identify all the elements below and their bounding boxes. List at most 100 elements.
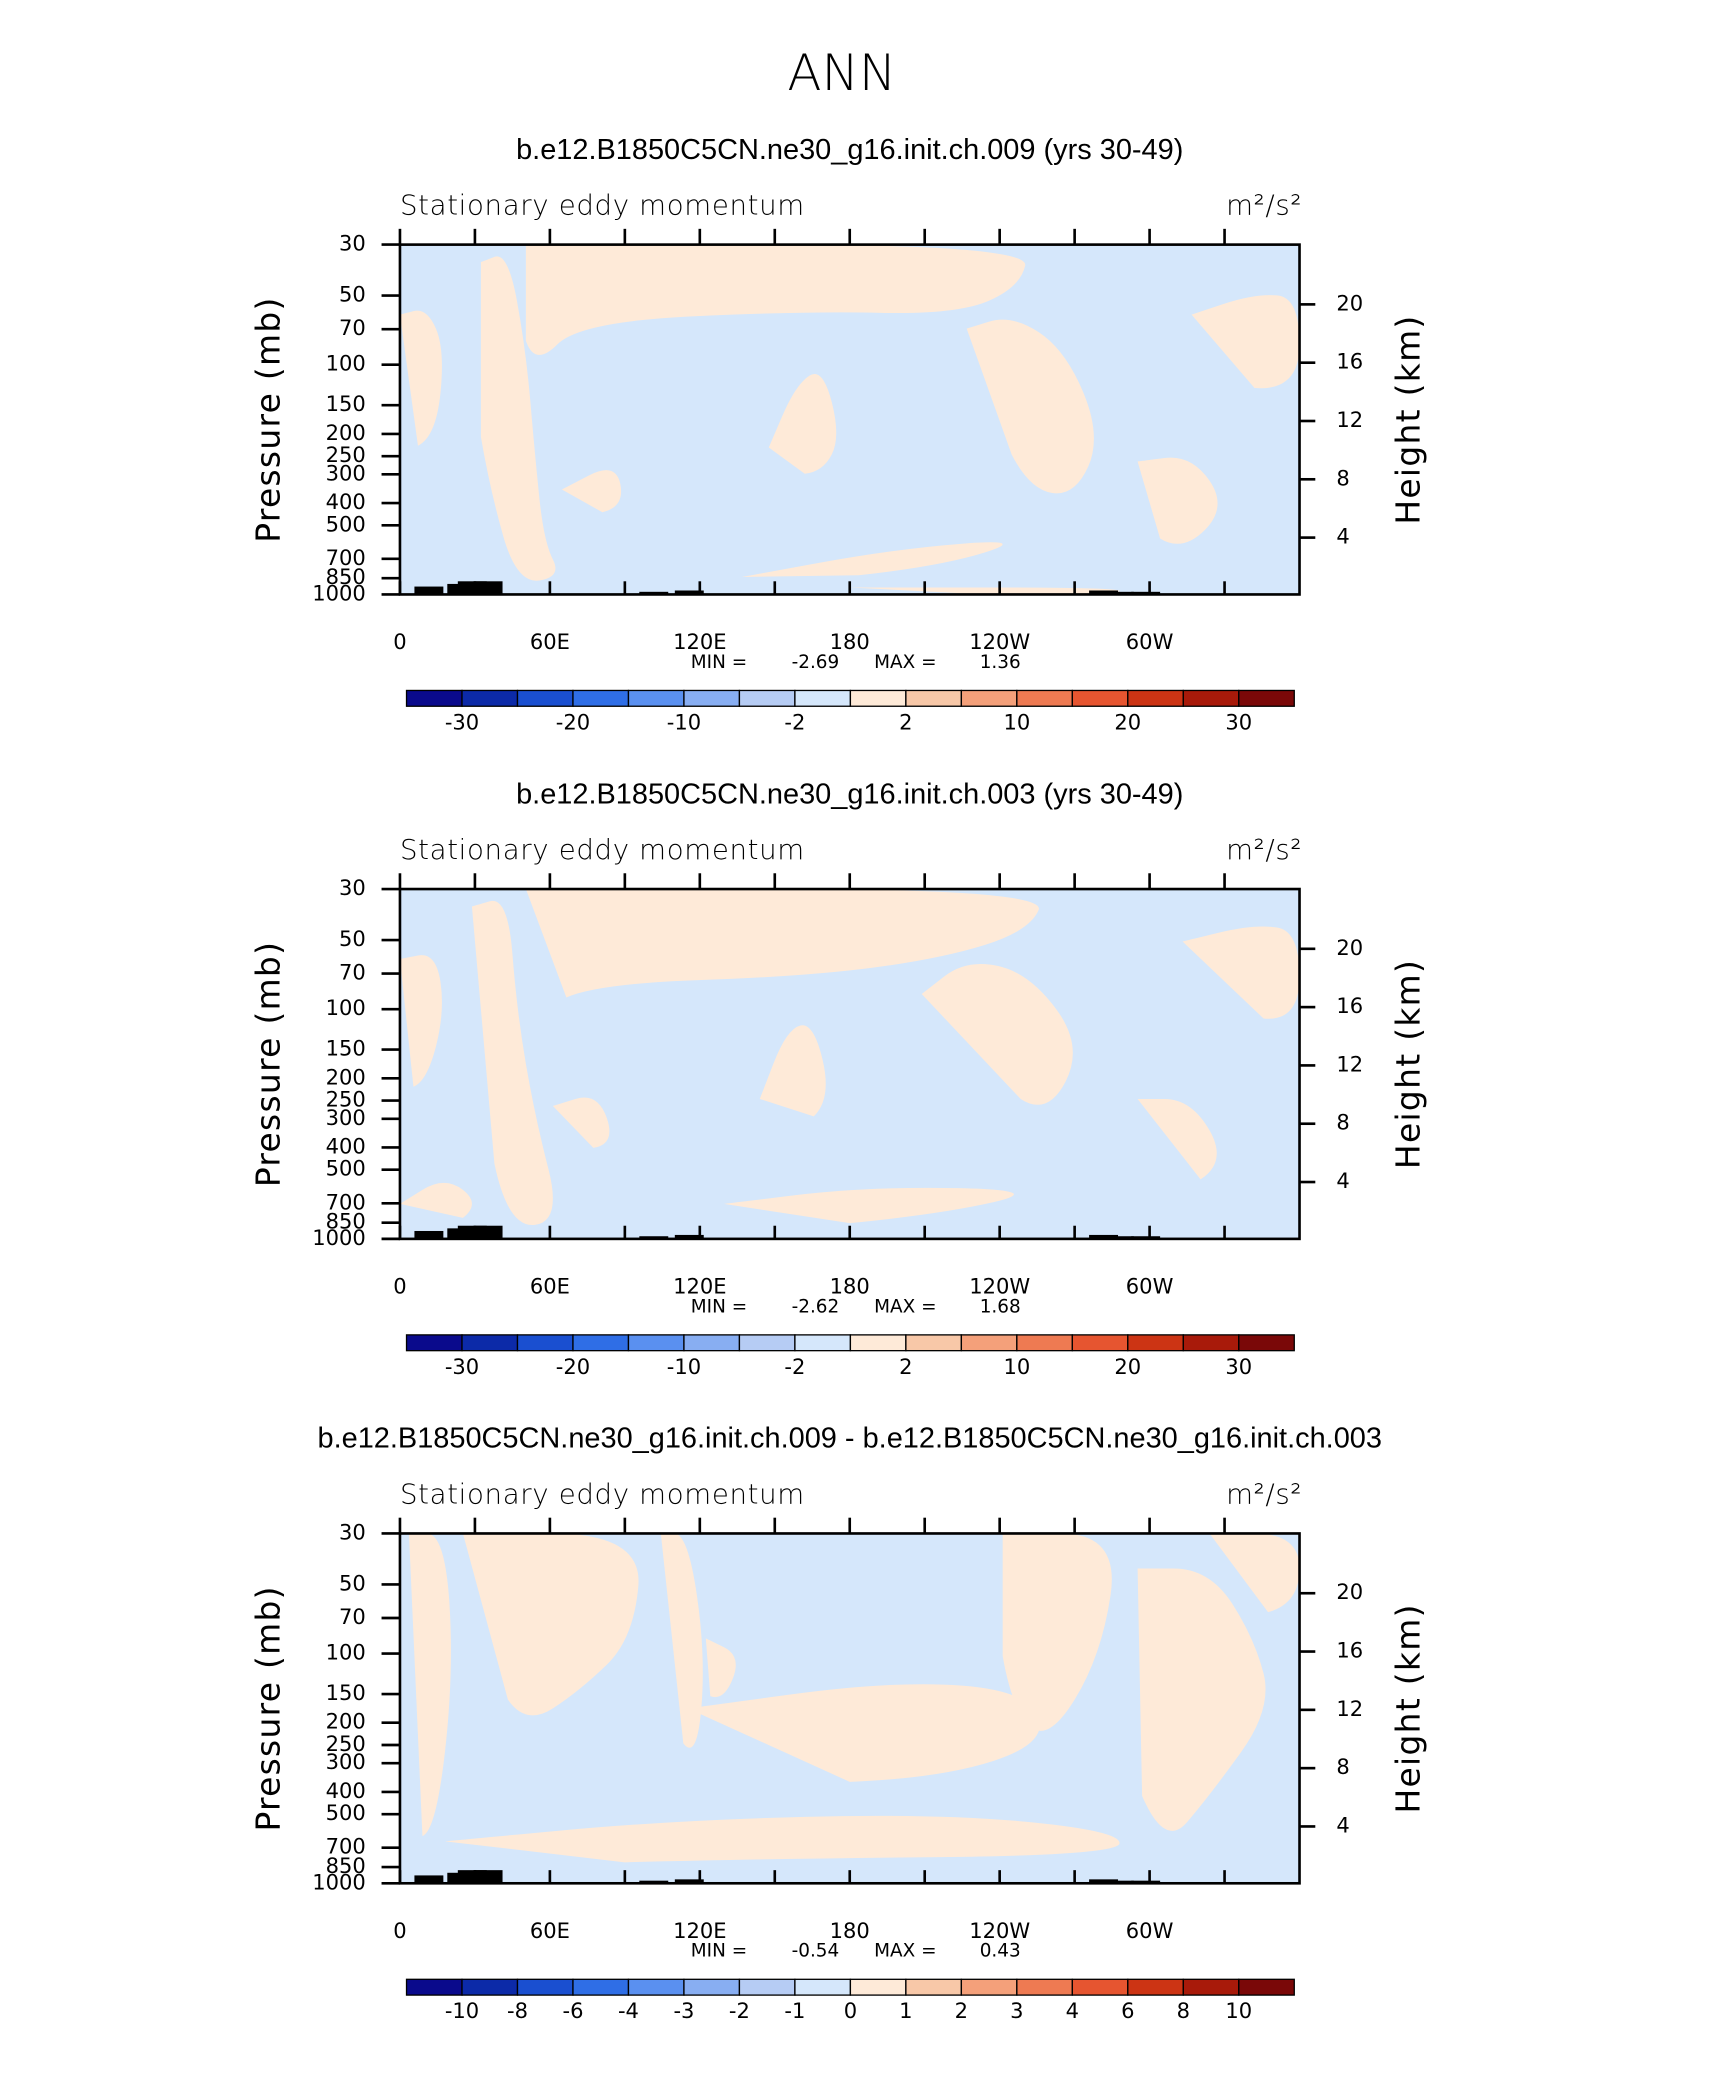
colorbar-box <box>461 1978 519 1996</box>
panel-title: b.e12.B1850C5CN.ne30_g16.init.ch.009 (yr… <box>516 134 1183 166</box>
contour-region <box>462 1533 639 1716</box>
y-tick-label: 500 <box>326 1156 366 1181</box>
y-tick-label: 500 <box>326 511 366 536</box>
colorbar-box <box>1238 689 1295 707</box>
stat-label: MAX = <box>874 1296 936 1317</box>
colorbar-label: 6 <box>1121 1998 1134 2023</box>
y-tick-label: 100 <box>326 995 366 1020</box>
y2-tick-label: 20 <box>1336 935 1363 960</box>
y2-axis-label: Height (km) <box>1388 959 1427 1169</box>
y-tick-label: 400 <box>326 489 366 514</box>
colorbar-box <box>683 689 741 707</box>
topography <box>674 1234 704 1239</box>
x-tick-label: 120E <box>673 1274 726 1299</box>
contour-region <box>561 470 622 513</box>
x-tick-label: 120W <box>969 1274 1030 1299</box>
topography <box>1089 1879 1119 1884</box>
colorbar-box <box>849 1978 907 1996</box>
x-tick-label: 60W <box>1126 629 1174 654</box>
stat-label: MIN = <box>691 652 747 673</box>
x-tick-label: 60W <box>1126 1274 1174 1299</box>
colorbar-label: 20 <box>1114 1354 1141 1379</box>
y2-tick-label: 16 <box>1336 349 1363 374</box>
colorbar-box <box>1016 1978 1073 1996</box>
colorbar-label: -2 <box>784 709 805 734</box>
stat-label: MIN = <box>691 1296 747 1317</box>
colorbar-label: 3 <box>1010 1998 1023 2023</box>
colorbar-label: -30 <box>445 1354 479 1379</box>
colorbar-label: 10 <box>1225 1998 1252 2023</box>
contour-region <box>966 319 1094 494</box>
y-tick-label: 50 <box>339 282 366 307</box>
x-tick-label: 180 <box>830 1918 870 1943</box>
colorbar-label: 30 <box>1225 709 1252 734</box>
contour-region <box>741 542 1003 577</box>
contour-region <box>552 1097 610 1148</box>
colorbar-box <box>1182 1334 1240 1352</box>
colorbar-box <box>905 1978 963 1996</box>
stat-value: 1.36 <box>980 652 1021 673</box>
y2-tick-label: 20 <box>1336 1579 1363 1604</box>
colorbar-label: 0 <box>844 1998 857 2023</box>
panel-title: b.e12.B1850C5CN.ne30_g16.init.ch.003 (yr… <box>516 778 1183 810</box>
colorbar-box <box>849 689 907 707</box>
colorbar-label: -8 <box>507 1998 528 2023</box>
colorbar-label: -3 <box>673 1998 694 2023</box>
topography <box>473 1870 503 1884</box>
stat-label: MAX = <box>874 652 936 673</box>
colorbar-box <box>794 689 852 707</box>
y-tick-label: 500 <box>326 1800 366 1825</box>
y2-tick-label: 8 <box>1336 1754 1349 1779</box>
y-tick-label: 30 <box>339 1519 366 1544</box>
y-tick-label: 150 <box>326 391 366 416</box>
contour-region <box>1137 457 1218 544</box>
y-tick-label: 50 <box>339 926 366 951</box>
colorbar-box <box>738 1978 796 1996</box>
colorbar-box <box>461 1334 519 1352</box>
colorbar-box <box>1071 1978 1129 1996</box>
panel: b.e12.B1850C5CN.ne30_g16.init.ch.009 (yr… <box>248 134 1427 734</box>
panel-subtitle: Stationary eddy momentum <box>400 1477 805 1510</box>
panel-subtitle: Stationary eddy momentum <box>400 188 805 221</box>
y2-tick-label: 16 <box>1336 1638 1363 1663</box>
y-tick-label: 200 <box>326 1064 366 1089</box>
colorbar-label: 10 <box>1003 709 1030 734</box>
colorbar-box <box>905 1334 963 1352</box>
colorbar-box <box>1238 1978 1295 1996</box>
contour-region <box>849 587 1120 595</box>
colorbar-box <box>738 689 796 707</box>
colorbar-box <box>516 1978 574 1996</box>
y-tick-label: 400 <box>326 1133 366 1158</box>
y-tick-label: 1000 <box>312 1225 366 1250</box>
topography <box>414 586 444 595</box>
colorbar-box <box>905 689 963 707</box>
colorbar-box <box>405 1334 463 1352</box>
panel-subtitle: Stationary eddy momentum <box>400 833 805 866</box>
colorbar-box <box>572 1334 630 1352</box>
contour-region <box>408 1533 451 1837</box>
x-tick-label: 0 <box>393 1918 406 1943</box>
y2-tick-label: 20 <box>1336 290 1363 315</box>
colorbar-box <box>1127 689 1184 707</box>
contour-region <box>399 310 442 446</box>
y-tick-label: 300 <box>326 1105 366 1130</box>
colorbar-box <box>849 1334 907 1352</box>
colorbar-label: -20 <box>556 1354 590 1379</box>
contour-region <box>660 1533 703 1748</box>
y-tick-label: 700 <box>326 545 366 570</box>
y-tick-label: 70 <box>339 960 366 985</box>
y-axis-label: Pressure (mb) <box>248 296 287 542</box>
y-tick-label: 30 <box>339 231 366 256</box>
colorbar-label: 4 <box>1066 1998 1079 2023</box>
y-tick-label: 70 <box>339 315 366 340</box>
colorbar-box <box>794 1978 852 1996</box>
y-tick-label: 30 <box>339 875 366 900</box>
x-tick-label: 60E <box>530 1918 570 1943</box>
colorbar-label: -20 <box>556 709 590 734</box>
main-title: ANN <box>787 44 896 102</box>
y2-axis-label: Height (km) <box>1388 1603 1427 1813</box>
stat-label: MAX = <box>874 1941 936 1962</box>
y-tick-label: 70 <box>339 1604 366 1629</box>
colorbar-box <box>1182 689 1240 707</box>
